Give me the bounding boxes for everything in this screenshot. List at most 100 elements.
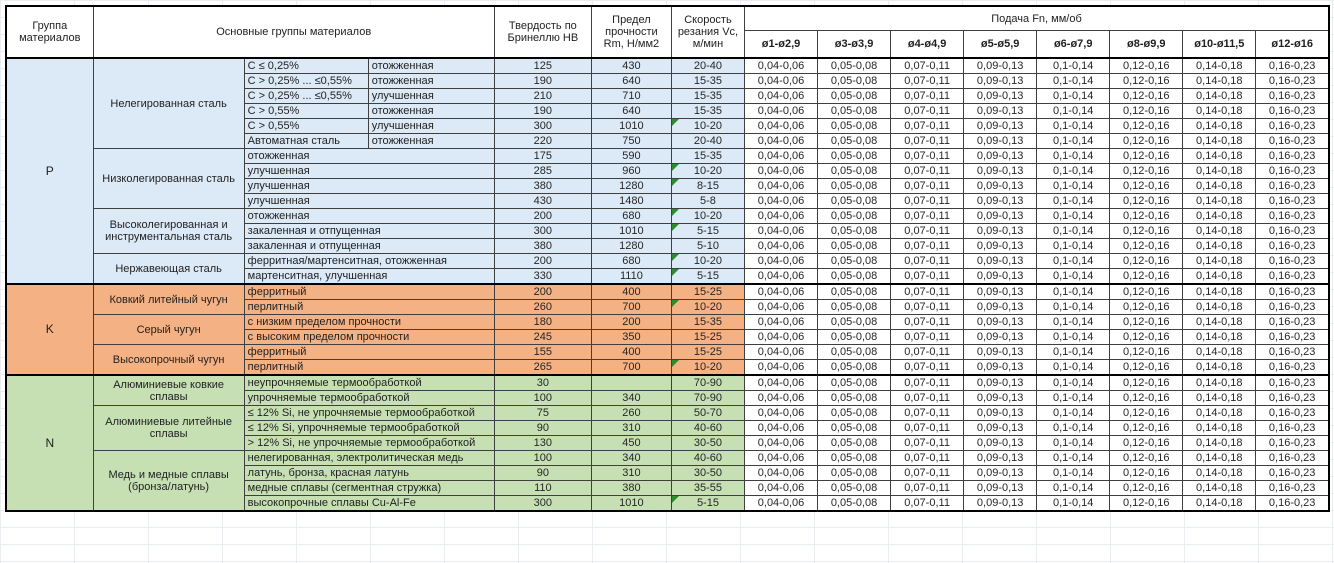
feed-value-cell: 0,16-0,23 <box>1255 163 1330 179</box>
feed-value-cell: 0,16-0,23 <box>1255 73 1330 89</box>
feed-value-cell: 0,09-0,13 <box>963 405 1038 421</box>
condition-cell: с низким пределом прочности <box>243 314 495 330</box>
table-row: ≤ 12% Si, упрочняемые термообработкой 90 3… <box>6 420 1330 436</box>
feed-value-cell: 0,1-0,14 <box>1036 450 1111 466</box>
comment-marker-icon <box>672 224 679 231</box>
hardness-value-cell: 75 <box>493 405 592 421</box>
feed-value-cell: 0,05-0,08 <box>817 253 892 269</box>
feed-value-cell: 0,14-0,18 <box>1182 390 1257 406</box>
feed-value-cell: 0,12-0,16 <box>1109 420 1184 436</box>
strength-value-cell: 430 <box>590 57 672 74</box>
feed-value-cell: 0,12-0,16 <box>1109 480 1184 496</box>
feed-value-cell: 0,14-0,18 <box>1182 420 1257 436</box>
feed-value-cell: 0,05-0,08 <box>817 133 892 149</box>
subgroup-name-cell: Нержавеющая сталь <box>92 253 245 285</box>
feed-value-cell: 0,1-0,14 <box>1036 420 1111 436</box>
strength-value-cell: 750 <box>590 133 672 149</box>
feed-value-cell: 0,16-0,23 <box>1255 223 1330 239</box>
state-cell: улучшенная <box>367 88 495 104</box>
cutting-speed-value-cell: 70-90 <box>670 374 745 391</box>
feed-value-cell: 0,09-0,13 <box>963 163 1038 179</box>
state-cell: улучшенная <box>367 118 495 134</box>
feed-value-cell: 0,05-0,08 <box>817 465 892 481</box>
feed-value-cell: 0,16-0,23 <box>1255 238 1330 254</box>
strength-value-cell: 1280 <box>590 178 672 194</box>
feed-value-cell: 0,04-0,06 <box>743 344 819 360</box>
feed-value-cell: 0,04-0,06 <box>743 450 819 466</box>
feed-value-cell: 0,05-0,08 <box>817 450 892 466</box>
cutting-speed-value-cell: 40-60 <box>670 450 745 466</box>
feed-value-cell: 0,04-0,06 <box>743 118 819 134</box>
feed-value-cell: 0,12-0,16 <box>1109 268 1184 285</box>
feed-value-cell: 0,05-0,08 <box>817 314 892 330</box>
hardness-value-cell: 265 <box>493 359 592 376</box>
feed-value-cell: 0,05-0,08 <box>817 178 892 194</box>
cutting-speed-value-cell: 50-70 <box>670 405 745 421</box>
feed-value-cell: 0,04-0,06 <box>743 495 819 512</box>
feed-value-cell: 0,09-0,13 <box>963 118 1038 134</box>
feed-value-cell: 0,14-0,18 <box>1182 344 1257 360</box>
feed-value-cell: 0,12-0,16 <box>1109 495 1184 512</box>
hardness-value-cell: 220 <box>493 133 592 149</box>
feed-value-cell: 0,14-0,18 <box>1182 208 1257 224</box>
feed-value-cell: 0,09-0,13 <box>963 480 1038 496</box>
table-row: > 12% Si, не упрочняемые термообработкой… <box>6 435 1330 451</box>
feed-value-cell: 0,09-0,13 <box>963 238 1038 254</box>
comment-marker-icon <box>672 300 679 307</box>
feed-value-cell: 0,14-0,18 <box>1182 88 1257 104</box>
feed-value-cell: 0,07-0,11 <box>890 299 965 315</box>
strength-value-cell: 960 <box>590 163 672 179</box>
strength-value-cell: 1110 <box>590 268 672 285</box>
feed-value-cell: 0,07-0,11 <box>890 450 965 466</box>
feed-value-cell: 0,09-0,13 <box>963 223 1038 239</box>
feed-value-cell: 0,12-0,16 <box>1109 88 1184 104</box>
header-diameter-6: ø8-ø9,9 <box>1109 30 1184 59</box>
feed-value-cell: 0,07-0,11 <box>890 480 965 496</box>
feed-value-cell: 0,09-0,13 <box>963 359 1038 376</box>
feed-value-cell: 0,12-0,16 <box>1109 118 1184 134</box>
feed-value-cell: 0,14-0,18 <box>1182 450 1257 466</box>
feed-value-cell: 0,1-0,14 <box>1036 329 1111 345</box>
feed-value-cell: 0,16-0,23 <box>1255 148 1330 164</box>
feed-value-cell: 0,1-0,14 <box>1036 344 1111 360</box>
feed-value-cell: 0,07-0,11 <box>890 359 965 376</box>
feed-value-cell: 0,07-0,11 <box>890 405 965 421</box>
feed-value-cell: 0,07-0,11 <box>890 57 965 74</box>
feed-value-cell: 0,16-0,23 <box>1255 435 1330 451</box>
header-brinell-hardness: Твердость по Бринеллю HB <box>493 5 592 59</box>
feed-value-cell: 0,16-0,23 <box>1255 405 1330 421</box>
feed-value-cell: 0,07-0,11 <box>890 495 965 512</box>
feed-value-cell: 0,1-0,14 <box>1036 57 1111 74</box>
feed-value-cell: 0,04-0,06 <box>743 238 819 254</box>
hardness-value-cell: 260 <box>493 299 592 315</box>
state-cell: отожженная <box>367 57 495 74</box>
feed-value-cell: 0,09-0,13 <box>963 465 1038 481</box>
feed-value-cell: 0,09-0,13 <box>963 178 1038 194</box>
strength-value-cell: 1010 <box>590 495 672 512</box>
strength-value-cell: 1010 <box>590 223 672 239</box>
feed-value-cell: 0,09-0,13 <box>963 283 1038 300</box>
feed-value-cell: 0,04-0,06 <box>743 148 819 164</box>
feed-value-cell: 0,1-0,14 <box>1036 163 1111 179</box>
comment-marker-icon <box>672 119 679 126</box>
feed-value-cell: 0,16-0,23 <box>1255 329 1330 345</box>
feed-value-cell: 0,12-0,16 <box>1109 299 1184 315</box>
feed-value-cell: 0,12-0,16 <box>1109 450 1184 466</box>
cutting-speed-value-cell: 10-20 <box>670 118 745 134</box>
feed-value-cell: 0,04-0,06 <box>743 465 819 481</box>
feed-value-cell: 0,14-0,18 <box>1182 480 1257 496</box>
strength-value-cell: 340 <box>590 390 672 406</box>
feed-value-cell: 0,1-0,14 <box>1036 193 1111 209</box>
subgroup-name-cell: Медь и медные сплавы (бронза/латунь) <box>92 450 245 512</box>
table-row: C > 0,25% ... ≤0,55% отожженная 190 640 15-3… <box>6 73 1330 89</box>
feed-value-cell: 0,14-0,18 <box>1182 163 1257 179</box>
feed-value-cell: 0,1-0,14 <box>1036 359 1111 376</box>
feed-value-cell: 0,04-0,06 <box>743 435 819 451</box>
condition-cell: C > 0,25% ... ≤0,55% <box>243 88 369 104</box>
strength-value-cell: 640 <box>590 103 672 119</box>
strength-value-cell: 400 <box>590 344 672 360</box>
feed-value-cell: 0,04-0,06 <box>743 103 819 119</box>
hardness-value-cell: 175 <box>493 148 592 164</box>
feed-value-cell: 0,14-0,18 <box>1182 465 1257 481</box>
hardness-value-cell: 210 <box>493 88 592 104</box>
